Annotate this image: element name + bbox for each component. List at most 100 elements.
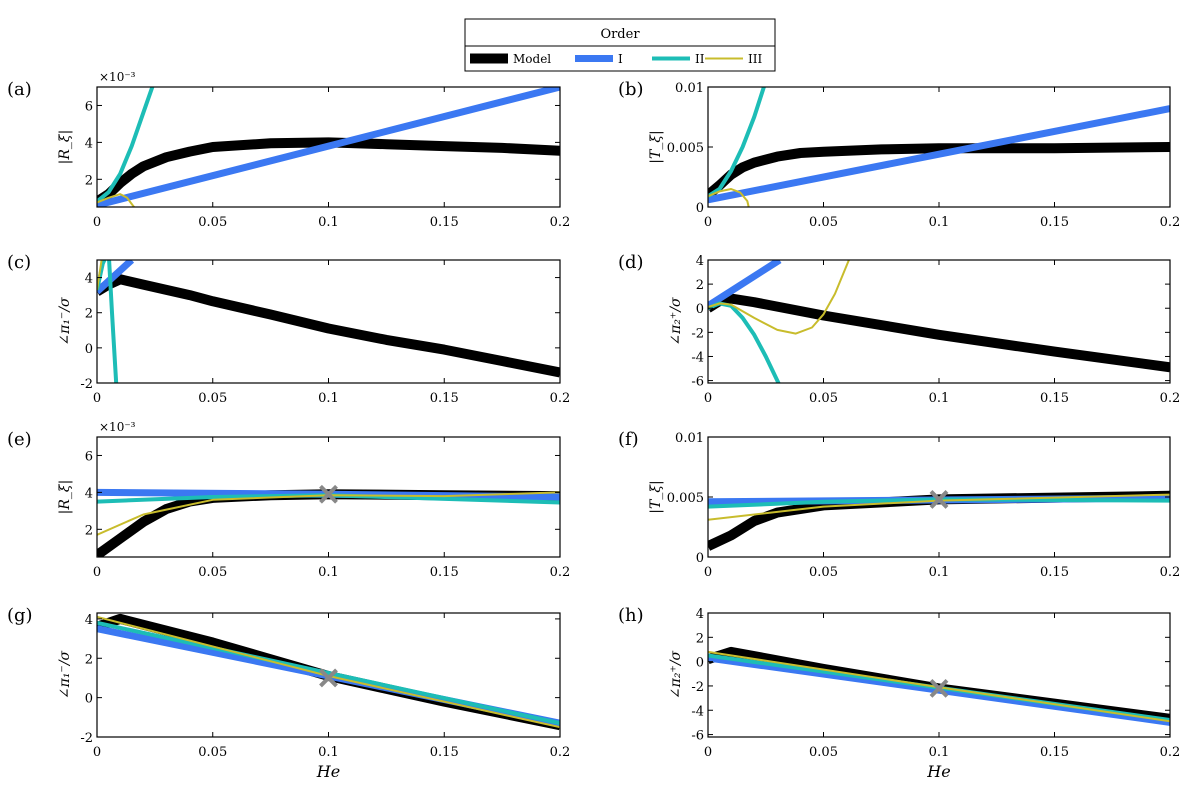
x-tick-label: 0 bbox=[704, 215, 712, 230]
series-line-I bbox=[97, 87, 560, 207]
reference-marker bbox=[929, 489, 949, 509]
x-tick-label: 0 bbox=[93, 745, 101, 760]
y-tick-label: 6 bbox=[85, 449, 93, 464]
series-line-Model bbox=[97, 137, 560, 206]
x-tick-label: 0.15 bbox=[1040, 215, 1069, 230]
y-tick-label: 0.01 bbox=[675, 81, 704, 96]
y-tick-label: -6 bbox=[691, 375, 704, 390]
reference-marker bbox=[319, 668, 338, 688]
series-group bbox=[708, 87, 1170, 207]
x-axis-label: He bbox=[926, 762, 950, 781]
legend: Order Model I II III bbox=[464, 18, 776, 72]
y-tick-label: 4 bbox=[85, 486, 93, 501]
x-tick-label: 0 bbox=[704, 391, 712, 406]
x-tick-label: 0.1 bbox=[318, 215, 339, 230]
y-tick-label: 0 bbox=[85, 692, 93, 707]
marker-stroke bbox=[929, 489, 949, 509]
y-tick-label: -2 bbox=[691, 680, 704, 695]
y-axis-label: |T_ξ| bbox=[648, 480, 664, 513]
series-line-III bbox=[708, 260, 850, 335]
y-tick-label: 0 bbox=[696, 201, 704, 216]
series-line-III bbox=[708, 188, 750, 207]
panel-e: 0 0.05 0.1 0.15 0.2 2 4 6 (e) ×10⁻³ |R_ξ| bbox=[7, 420, 570, 580]
series-line-II bbox=[97, 620, 560, 726]
reference-marker bbox=[319, 484, 338, 504]
x-tick-label: 0.05 bbox=[809, 391, 838, 406]
y-tick-label: 0 bbox=[696, 656, 704, 671]
x-tick-label: 0.05 bbox=[198, 745, 227, 760]
y-multiplier: ×10⁻³ bbox=[99, 420, 136, 434]
x-tick-label: 0.1 bbox=[318, 745, 339, 760]
x-tick-label: 0.2 bbox=[550, 391, 571, 406]
x-tick-label: 0.1 bbox=[318, 391, 339, 406]
x-tick-label: 0.15 bbox=[430, 565, 459, 580]
y-tick-label: 4 bbox=[696, 607, 704, 622]
y-tick-label: -2 bbox=[80, 377, 93, 392]
panel-h: 0 0.05 0.1 0.15 0.2 -6 -4 -2 0 2 4 (h) ∠π₂⁺/σ He bbox=[618, 605, 1180, 781]
x-tick-label: 0.1 bbox=[929, 565, 950, 580]
x-tick-label: 0.05 bbox=[809, 745, 838, 760]
x-tick-label: 0 bbox=[93, 565, 101, 580]
marker-stroke bbox=[929, 678, 949, 698]
series-line-Model bbox=[97, 274, 560, 378]
series-group bbox=[97, 613, 560, 731]
y-tick-label: 6 bbox=[85, 99, 93, 114]
y-axis-label: |T_ξ| bbox=[648, 130, 664, 163]
y-tick-label: -4 bbox=[691, 704, 704, 719]
reference-marker bbox=[929, 678, 949, 698]
y-tick-label: 0 bbox=[696, 551, 704, 566]
y-tick-label: 2 bbox=[696, 631, 704, 646]
x-tick-label: 0.1 bbox=[929, 745, 950, 760]
series-line-III bbox=[97, 193, 136, 207]
series-group bbox=[97, 87, 560, 207]
marker-stroke bbox=[319, 668, 338, 688]
axes-frame bbox=[707, 259, 1171, 384]
y-tick-label: 2 bbox=[85, 307, 93, 322]
panel-label: (h) bbox=[618, 605, 644, 626]
legend-label-I: I bbox=[618, 52, 623, 66]
x-tick-label: 0 bbox=[704, 745, 712, 760]
y-tick-label: 2 bbox=[696, 278, 704, 293]
series-line-II bbox=[97, 260, 119, 383]
series-line-II bbox=[97, 87, 155, 204]
x-tick-label: 0.15 bbox=[430, 215, 459, 230]
x-tick-label: 0.05 bbox=[198, 565, 227, 580]
y-tick-label: 0 bbox=[85, 342, 93, 357]
panel-label: (c) bbox=[7, 252, 31, 273]
x-tick-label: 0.15 bbox=[430, 391, 459, 406]
series-line-III bbox=[97, 260, 103, 291]
y-tick-label: 2 bbox=[85, 652, 93, 667]
panel-label: (b) bbox=[618, 79, 644, 100]
panel-label: (a) bbox=[7, 79, 32, 100]
panel-label: (d) bbox=[618, 252, 644, 273]
x-tick-label: 0.2 bbox=[550, 565, 571, 580]
y-tick-label: 2 bbox=[85, 523, 93, 538]
series-group bbox=[97, 260, 560, 383]
x-tick-label: 0 bbox=[93, 215, 101, 230]
y-tick-label: 0.005 bbox=[667, 141, 704, 156]
series-line-I bbox=[97, 260, 135, 295]
y-axis-label: ∠π₂⁺/σ bbox=[668, 297, 684, 346]
series-group bbox=[97, 488, 560, 557]
x-tick-label: 0.2 bbox=[1160, 391, 1181, 406]
y-tick-label: 0 bbox=[696, 302, 704, 317]
y-tick-label: 2 bbox=[85, 173, 93, 188]
x-tick-label: 0.2 bbox=[1160, 215, 1181, 230]
x-tick-label: 0.1 bbox=[318, 565, 339, 580]
x-tick-label: 0.15 bbox=[1040, 565, 1069, 580]
x-tick-label: 0.05 bbox=[198, 215, 227, 230]
y-axis-label: ∠π₁⁻/σ bbox=[57, 650, 73, 699]
y-tick-label: 4 bbox=[85, 272, 93, 287]
x-tick-label: 0 bbox=[704, 565, 712, 580]
y-axis-label: |R_ξ| bbox=[57, 480, 73, 515]
legend-label-II: II bbox=[695, 52, 705, 66]
marker-stroke bbox=[319, 484, 338, 504]
panel-d: 0 0.05 0.1 0.15 0.2 -6 -4 -2 0 2 4 (d) ∠π₂⁺/σ bbox=[618, 252, 1180, 406]
y-tick-label: -2 bbox=[691, 326, 704, 341]
series-line-II bbox=[708, 497, 1170, 509]
panel-f: 0 0.05 0.1 0.15 0.2 0 0.005 0.01 (f) |T_ξ| bbox=[618, 429, 1180, 580]
x-tick-label: 0.15 bbox=[1040, 745, 1069, 760]
series-line-III bbox=[97, 491, 560, 536]
